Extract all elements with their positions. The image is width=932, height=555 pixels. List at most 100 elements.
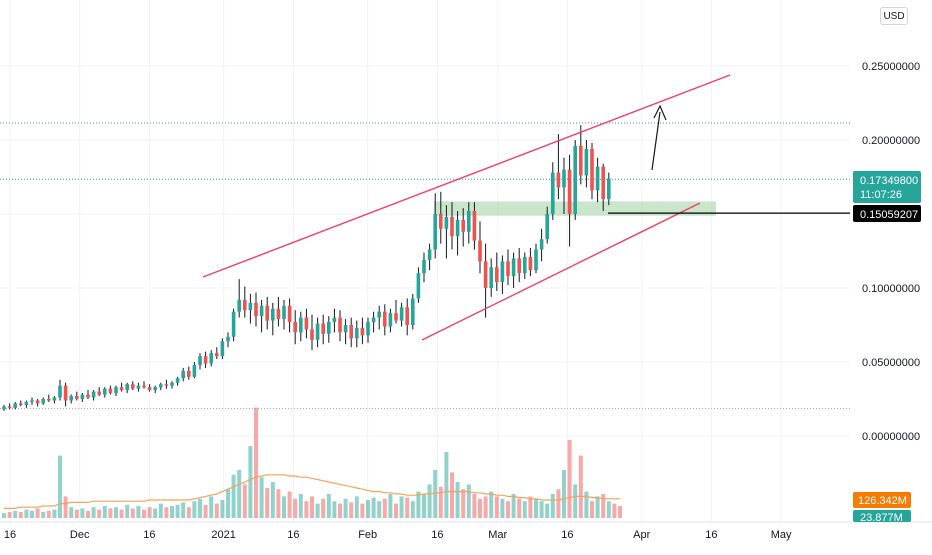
candle-body[interactable]	[69, 396, 73, 401]
candle-body[interactable]	[579, 145, 583, 176]
candle-body[interactable]	[254, 302, 258, 317]
candle-body[interactable]	[159, 384, 163, 388]
candle-body[interactable]	[226, 336, 230, 342]
candle-body[interactable]	[601, 166, 605, 200]
candle-body[interactable]	[271, 308, 275, 321]
candle-body[interactable]	[248, 302, 253, 311]
candle-body[interactable]	[24, 401, 29, 405]
candle-body[interactable]	[500, 261, 505, 283]
candle-body[interactable]	[394, 313, 398, 321]
candle-body[interactable]	[282, 305, 286, 320]
candle-body[interactable]	[556, 172, 561, 188]
candle-body[interactable]	[114, 387, 118, 394]
last-price-badge[interactable]	[853, 171, 921, 203]
candle-body[interactable]	[7, 406, 12, 408]
candle-body[interactable]	[399, 307, 404, 321]
candle-body[interactable]	[422, 259, 426, 274]
candle-body[interactable]	[147, 387, 152, 391]
level-badge[interactable]	[853, 205, 921, 222]
candle-body[interactable]	[265, 305, 269, 321]
candle-body[interactable]	[125, 384, 129, 391]
candle-body[interactable]	[80, 394, 85, 399]
candle-body[interactable]	[338, 317, 342, 333]
candle-body[interactable]	[523, 256, 527, 274]
candle-body[interactable]	[181, 370, 185, 379]
candle-body[interactable]	[383, 311, 387, 327]
candle-body[interactable]	[327, 322, 331, 334]
candle-body[interactable]	[237, 299, 241, 312]
candle-body[interactable]	[321, 323, 325, 334]
candle-body[interactable]	[304, 317, 309, 330]
candle-body[interactable]	[483, 261, 488, 288]
candle-body[interactable]	[287, 305, 292, 323]
candle-body[interactable]	[444, 216, 449, 229]
candle-body[interactable]	[19, 403, 23, 405]
candle-body[interactable]	[231, 311, 236, 337]
candle-body[interactable]	[153, 387, 157, 391]
candle-body[interactable]	[534, 249, 538, 271]
candle-body[interactable]	[467, 211, 471, 232]
candle-body[interactable]	[416, 273, 421, 299]
candle-body[interactable]	[360, 327, 365, 336]
candle-body[interactable]	[332, 317, 337, 323]
candle-body[interactable]	[439, 214, 443, 229]
upper-trendline[interactable]	[202, 74, 731, 278]
candle-body[interactable]	[175, 378, 180, 383]
candle-body[interactable]	[209, 353, 213, 364]
candle-body[interactable]	[371, 317, 376, 323]
candle-body[interactable]	[551, 172, 555, 214]
candle-body[interactable]	[461, 219, 465, 232]
candle-body[interactable]	[170, 382, 174, 386]
candle-body[interactable]	[220, 341, 225, 357]
candle-body[interactable]	[567, 169, 572, 214]
currency-button[interactable]: USD	[880, 7, 908, 25]
candle-body[interactable]	[506, 261, 510, 277]
candle-body[interactable]	[243, 299, 247, 311]
candle-body[interactable]	[489, 267, 493, 288]
candle-body[interactable]	[75, 396, 79, 399]
candle-body[interactable]	[91, 391, 96, 398]
candle-body[interactable]	[299, 317, 303, 333]
candle-body[interactable]	[349, 325, 353, 339]
candle-body[interactable]	[198, 356, 202, 365]
candle-body[interactable]	[136, 385, 141, 389]
candle-body[interactable]	[13, 403, 17, 408]
lower-trendline[interactable]	[421, 202, 701, 341]
candle-body[interactable]	[310, 329, 314, 340]
candle-body[interactable]	[142, 385, 146, 388]
candle-body[interactable]	[511, 258, 516, 277]
candle-body[interactable]	[343, 325, 348, 333]
candle-body[interactable]	[590, 148, 594, 191]
candle-body[interactable]	[545, 214, 549, 240]
candle-body[interactable]	[377, 311, 381, 318]
candle-body[interactable]	[427, 249, 432, 260]
candle-body[interactable]	[539, 239, 544, 250]
candle-body[interactable]	[455, 219, 460, 237]
candle-body[interactable]	[478, 240, 482, 262]
candle-body[interactable]	[366, 322, 370, 336]
candle-body[interactable]	[58, 385, 62, 398]
candle-body[interactable]	[355, 327, 359, 339]
candle-body[interactable]	[388, 313, 393, 327]
candle-body[interactable]	[450, 216, 454, 237]
candle-body[interactable]	[573, 145, 577, 214]
candle-body[interactable]	[495, 267, 499, 283]
candle-body[interactable]	[584, 148, 589, 176]
candle-body[interactable]	[433, 214, 437, 250]
candle-body[interactable]	[35, 400, 40, 404]
candle-body[interactable]	[86, 394, 90, 398]
candle-body[interactable]	[164, 384, 169, 386]
candle-body[interactable]	[41, 399, 45, 404]
candle-body[interactable]	[276, 308, 281, 320]
candle-body[interactable]	[192, 364, 197, 377]
candle-body[interactable]	[119, 387, 124, 391]
candle-body[interactable]	[30, 400, 34, 402]
candle-body[interactable]	[203, 356, 208, 364]
candle-body[interactable]	[52, 397, 57, 401]
candle-body[interactable]	[411, 298, 415, 325]
candle-body[interactable]	[47, 399, 51, 401]
candle-body[interactable]	[103, 388, 107, 395]
candle-body[interactable]	[472, 211, 477, 241]
